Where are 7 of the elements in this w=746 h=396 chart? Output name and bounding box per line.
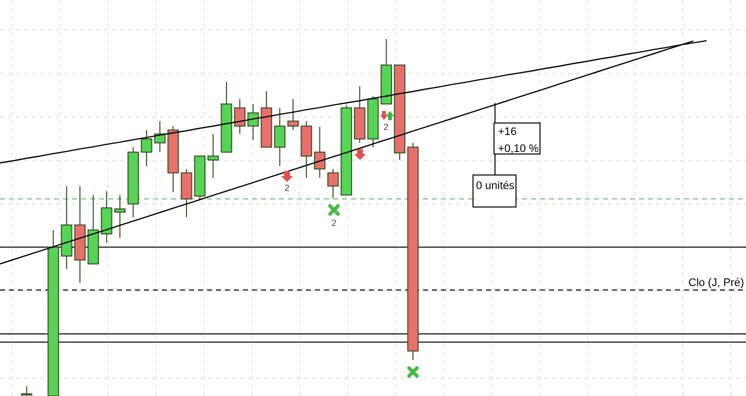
annotation: 2 [383, 122, 389, 132]
ref-line-label: Clo (J, Pré) [688, 276, 744, 289]
annotation: 2 [284, 183, 290, 193]
annotation: +0,10 % [498, 143, 539, 155]
annotation: 2 [331, 218, 337, 228]
annotation: +16 [498, 126, 517, 138]
annotation: 0 unités [476, 180, 516, 192]
